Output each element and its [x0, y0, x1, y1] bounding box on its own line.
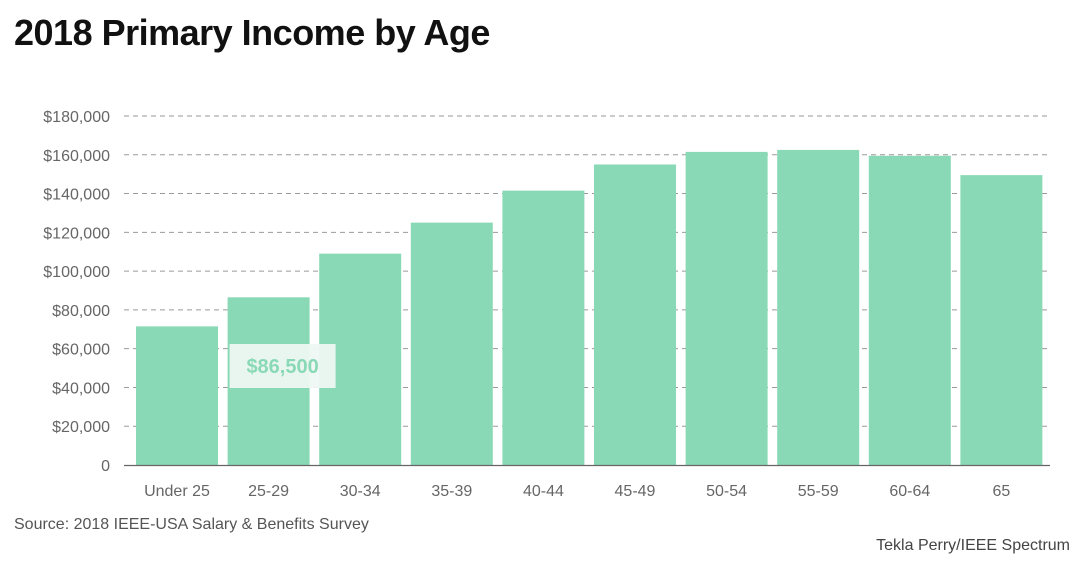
bar	[960, 175, 1043, 465]
y-tick-label: $60,000	[52, 342, 110, 359]
y-tick-label: $180,000	[43, 109, 110, 126]
x-tick-label: 50-54	[706, 483, 747, 500]
bar	[777, 149, 860, 466]
bar	[410, 222, 493, 465]
y-tick-label: $40,000	[52, 380, 110, 397]
x-tick-label: 60-64	[889, 483, 930, 500]
y-tick-label: $80,000	[52, 303, 110, 320]
credit-line: Tekla Perry/IEEE Spectrum	[876, 537, 1070, 554]
chart-title: 2018 Primary Income by Age	[14, 12, 490, 53]
bar	[594, 164, 676, 465]
y-tick-label: $160,000	[43, 148, 110, 165]
bar	[136, 326, 218, 465]
x-tick-label: 40-44	[523, 483, 564, 500]
y-tick-label: 0	[101, 458, 110, 475]
x-tick-label: 30-34	[340, 483, 381, 500]
bar	[685, 151, 768, 465]
x-tick-label: Under 25	[144, 483, 210, 500]
y-tick-label: $140,000	[43, 187, 110, 204]
x-tick-label: 65	[993, 483, 1011, 500]
y-tick-label: $100,000	[43, 264, 110, 281]
x-axis-ticks: Under 25 25-29 30-34 35-39 40-44 45-49 50-54 55…	[144, 483, 1010, 500]
source-note: Source: 2018 IEEE-USA Salary & Benefits …	[14, 516, 369, 533]
x-tick-label: 25-29	[248, 483, 289, 500]
x-tick-label: 55-59	[798, 483, 839, 500]
x-tick-label: 35-39	[431, 483, 472, 500]
value-tooltip: $86,500	[229, 344, 336, 388]
tooltip-value: $86,500	[246, 356, 318, 378]
y-tick-label: $20,000	[52, 419, 110, 436]
x-tick-label: 45-49	[615, 483, 656, 500]
y-tick-label: $120,000	[43, 225, 110, 242]
tooltip-box	[229, 344, 336, 388]
bar	[502, 190, 585, 465]
bars	[136, 149, 1043, 466]
bar	[868, 155, 951, 465]
y-axis-ticks: 0 $20,000 $40,000 $60,000 $80,000 $100,000 $12…	[43, 109, 110, 475]
